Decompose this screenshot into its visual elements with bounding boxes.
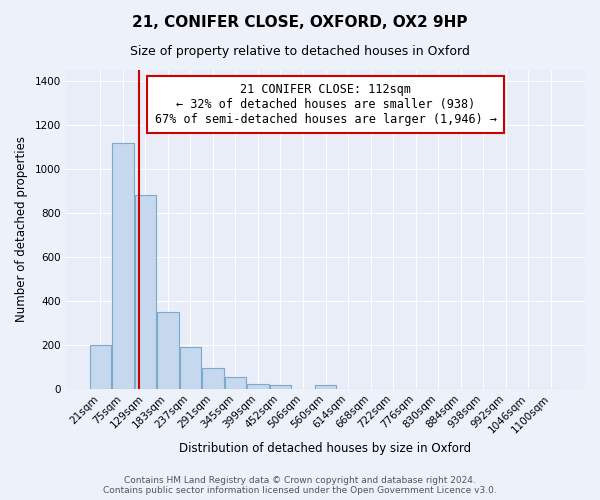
Bar bbox=[270, 386, 291, 388]
Bar bbox=[89, 345, 111, 389]
Bar bbox=[180, 347, 201, 389]
Bar bbox=[225, 376, 246, 388]
Y-axis label: Number of detached properties: Number of detached properties bbox=[15, 136, 28, 322]
Bar bbox=[134, 196, 156, 388]
Text: Contains HM Land Registry data © Crown copyright and database right 2024.
Contai: Contains HM Land Registry data © Crown c… bbox=[103, 476, 497, 495]
Bar bbox=[202, 368, 224, 388]
Text: 21, CONIFER CLOSE, OXFORD, OX2 9HP: 21, CONIFER CLOSE, OXFORD, OX2 9HP bbox=[132, 15, 468, 30]
Bar bbox=[157, 312, 179, 388]
Bar bbox=[315, 386, 336, 388]
X-axis label: Distribution of detached houses by size in Oxford: Distribution of detached houses by size … bbox=[179, 442, 472, 455]
Bar bbox=[112, 142, 134, 388]
Text: Size of property relative to detached houses in Oxford: Size of property relative to detached ho… bbox=[130, 45, 470, 58]
Text: 21 CONIFER CLOSE: 112sqm
← 32% of detached houses are smaller (938)
67% of semi-: 21 CONIFER CLOSE: 112sqm ← 32% of detach… bbox=[155, 82, 497, 126]
Bar bbox=[247, 384, 269, 388]
